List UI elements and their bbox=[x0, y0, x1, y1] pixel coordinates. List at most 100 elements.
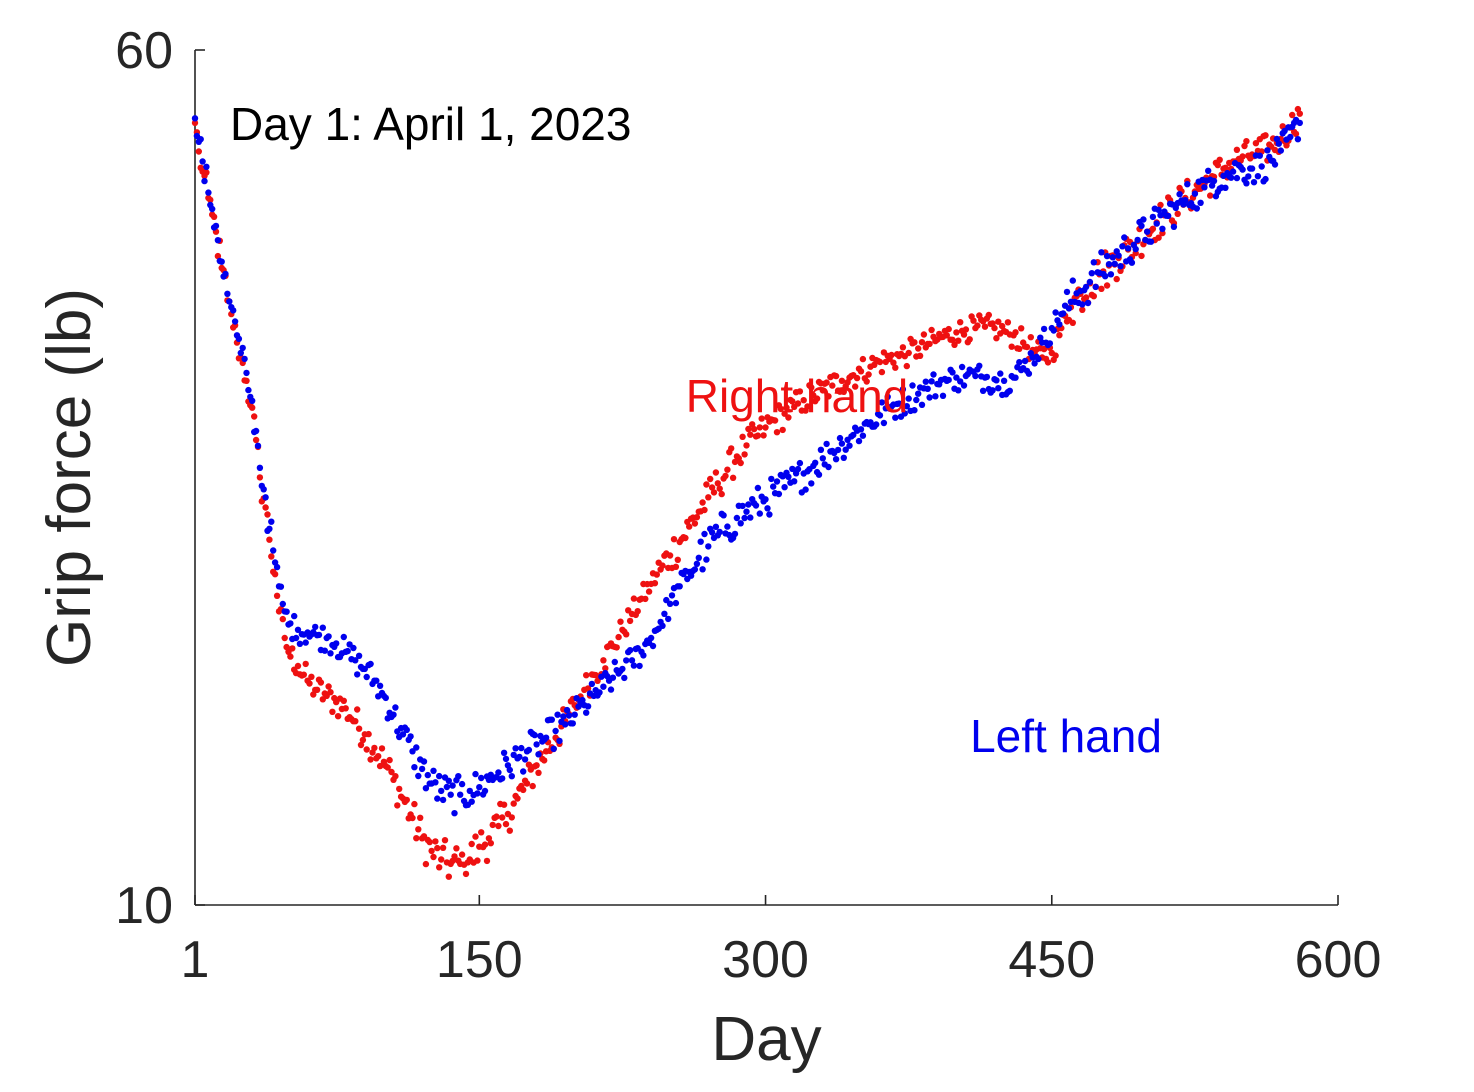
left-hand-point bbox=[251, 428, 258, 436]
left-hand-point bbox=[249, 397, 256, 404]
left-hand-point bbox=[445, 777, 452, 784]
left-hand-point bbox=[270, 547, 277, 554]
left-hand-point bbox=[216, 257, 223, 265]
right-hand-point bbox=[901, 353, 908, 360]
left-hand-point bbox=[1197, 199, 1204, 206]
left-hand-point bbox=[254, 442, 262, 449]
left-hand-point bbox=[1090, 259, 1098, 266]
right-hand-point bbox=[531, 763, 538, 770]
left-hand-point bbox=[262, 494, 269, 501]
left-hand-point bbox=[348, 656, 355, 663]
right-hand-point bbox=[997, 330, 1004, 337]
left-hand-point bbox=[844, 436, 851, 443]
left-hand-point bbox=[1227, 174, 1235, 181]
right-hand-point bbox=[920, 331, 928, 338]
left-hand-point bbox=[710, 534, 718, 542]
right-hand-point bbox=[266, 536, 273, 543]
x-tick-label: 150 bbox=[436, 931, 523, 989]
left-hand-point bbox=[1111, 260, 1118, 267]
left-hand-point bbox=[558, 718, 565, 725]
right-hand-point bbox=[1289, 111, 1296, 119]
x-tick-label: 300 bbox=[722, 931, 809, 989]
left-hand-point bbox=[978, 373, 985, 380]
left-hand-point bbox=[894, 400, 901, 408]
left-hand-point bbox=[1052, 309, 1059, 316]
right-hand-point bbox=[716, 485, 723, 492]
left-hand-point bbox=[1254, 173, 1262, 180]
right-hand-point bbox=[1090, 293, 1098, 300]
left-hand-point bbox=[474, 790, 481, 797]
left-hand-point bbox=[571, 711, 578, 718]
left-hand-point bbox=[1035, 355, 1042, 363]
right-hand-point bbox=[485, 835, 493, 842]
right-hand-point bbox=[499, 814, 506, 821]
left-hand-point bbox=[256, 464, 264, 471]
right-hand-point bbox=[625, 607, 632, 614]
right-hand-point bbox=[541, 757, 548, 764]
left-hand-point bbox=[1153, 220, 1160, 227]
left-hand-point bbox=[1086, 278, 1094, 286]
right-hand-point bbox=[949, 336, 956, 343]
left-hand-point bbox=[245, 386, 252, 394]
left-hand-point bbox=[550, 745, 557, 752]
right-hand-point bbox=[289, 645, 296, 652]
left-hand-point bbox=[1000, 377, 1008, 384]
right-hand-point bbox=[634, 608, 641, 615]
right-hand-point bbox=[754, 432, 762, 439]
left-hand-point bbox=[1271, 161, 1279, 168]
left-hand-point bbox=[640, 652, 647, 659]
left-hand-point bbox=[674, 583, 681, 590]
left-hand-point bbox=[535, 751, 542, 758]
left-hand-point bbox=[915, 390, 922, 397]
x-tick-label: 450 bbox=[1008, 931, 1095, 989]
left-hand-point bbox=[207, 201, 214, 209]
left-hand-point bbox=[785, 473, 792, 480]
right-hand-point bbox=[1098, 285, 1105, 292]
right-hand-point bbox=[268, 553, 275, 560]
left-hand-point bbox=[457, 791, 464, 798]
right-hand-point bbox=[623, 631, 630, 638]
left-hand-point bbox=[1207, 176, 1214, 183]
left-hand-point bbox=[859, 432, 867, 439]
left-hand-point bbox=[796, 459, 804, 467]
right-hand-point bbox=[1292, 130, 1300, 138]
right-hand-point bbox=[241, 377, 248, 384]
left-hand-point bbox=[424, 771, 431, 779]
right-hand-point bbox=[918, 339, 926, 346]
right-hand-point bbox=[354, 706, 361, 713]
left-hand-point bbox=[874, 410, 882, 418]
left-hand-point bbox=[880, 419, 888, 427]
right-hand-point bbox=[1252, 140, 1260, 147]
right-hand-point bbox=[712, 469, 720, 476]
right-hand-point bbox=[413, 835, 420, 842]
left-hand-point bbox=[260, 486, 267, 493]
right-hand-point bbox=[512, 792, 519, 800]
left-hand-point bbox=[466, 787, 473, 795]
right-hand-point bbox=[739, 433, 746, 440]
right-hand-point bbox=[428, 847, 435, 855]
left-hand-point bbox=[1262, 175, 1269, 183]
left-hand-point bbox=[359, 665, 367, 673]
right-hand-point bbox=[1056, 332, 1063, 339]
left-hand-point bbox=[367, 660, 374, 668]
left-hand-point bbox=[569, 720, 576, 727]
right-hand-point bbox=[369, 749, 376, 756]
left-hand-point bbox=[1102, 273, 1109, 280]
left-hand-point bbox=[226, 298, 233, 305]
right-hand-point bbox=[703, 481, 710, 488]
left-hand-point bbox=[1132, 245, 1139, 253]
left-hand-point bbox=[1060, 310, 1067, 317]
left-hand-point bbox=[1294, 136, 1302, 143]
left-hand-point bbox=[268, 518, 275, 525]
axes: 1 150 300 450 600 10 60 bbox=[115, 22, 1381, 989]
right-hand-point bbox=[411, 800, 418, 808]
right-hand-point bbox=[436, 864, 443, 871]
left-hand-point bbox=[705, 543, 712, 550]
left-hand-point bbox=[548, 716, 555, 723]
left-hand-point bbox=[205, 189, 212, 196]
left-hand-point bbox=[1065, 305, 1073, 312]
left-hand-point bbox=[1245, 173, 1252, 180]
left-hand-point bbox=[340, 633, 347, 641]
left-hand-point bbox=[264, 527, 271, 534]
left-hand-point bbox=[905, 395, 912, 402]
